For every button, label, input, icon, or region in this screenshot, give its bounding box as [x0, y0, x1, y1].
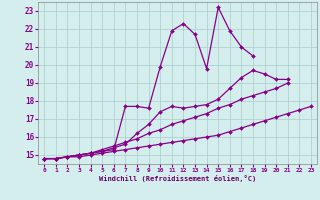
- X-axis label: Windchill (Refroidissement éolien,°C): Windchill (Refroidissement éolien,°C): [99, 175, 256, 182]
